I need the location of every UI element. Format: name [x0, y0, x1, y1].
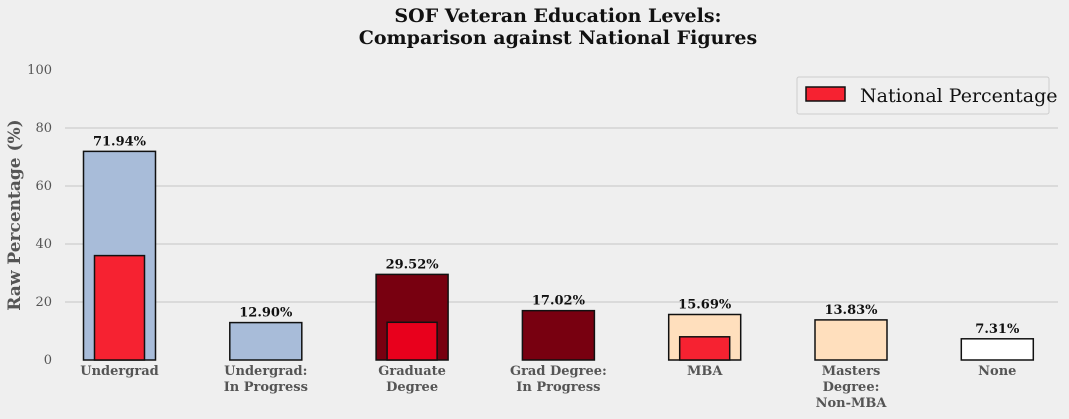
data-label: 13.83%	[824, 303, 878, 318]
y-tick-label: 40	[35, 237, 52, 252]
data-label: 17.02%	[532, 294, 586, 309]
x-tick-label: Masters	[822, 364, 881, 379]
legend-swatch	[805, 86, 846, 102]
y-axis-label: Raw Percentage (%)	[5, 119, 25, 310]
y-tick-label: 0	[44, 353, 52, 368]
bars: 71.94% 12.90% 29.52% 17.02% 15.69% 13.83% 7.31…	[82, 134, 1035, 361]
legend-label: National Percentage	[860, 85, 1058, 107]
x-tick-label: Graduate	[378, 364, 446, 379]
bar	[814, 319, 888, 361]
x-tick-label: None	[978, 364, 1016, 379]
chart-subtitle: Comparison against National Figures	[359, 27, 757, 49]
x-tick-label: Degree:	[823, 380, 880, 395]
x-tick-label: In Progress	[516, 380, 600, 395]
y-tick-label: 60	[35, 179, 52, 194]
legend: National Percentage	[796, 76, 1058, 115]
x-tick-label: Degree	[386, 380, 438, 395]
x-tick-labels: Undergrad Undergrad:In ProgressGraduateDe…	[80, 364, 1016, 411]
y-tick-label: 100	[27, 63, 52, 78]
y-tick-label: 20	[35, 295, 52, 310]
legend-box	[796, 76, 1050, 115]
data-label: 12.90%	[239, 306, 293, 321]
data-label: 7.31%	[975, 322, 1020, 337]
bar	[229, 321, 303, 361]
x-tick-label: Undergrad	[80, 364, 158, 379]
chart-title: SOF Veteran Education Levels:	[394, 5, 721, 27]
data-label: 29.52%	[386, 257, 440, 272]
bar	[521, 309, 596, 361]
national-bar	[386, 321, 438, 361]
x-tick-label: Grad Degree:	[510, 364, 607, 379]
national-bar	[678, 336, 731, 361]
data-label: 15.69%	[678, 297, 732, 312]
x-tick-label: Non-MBA	[816, 396, 888, 411]
data-label: 71.94%	[93, 134, 147, 149]
y-tick-label: 80	[35, 121, 52, 136]
national-bar	[93, 254, 146, 361]
gridlines	[65, 127, 1058, 303]
x-tick-label: Undergrad:	[224, 364, 307, 379]
bar	[960, 338, 1035, 361]
x-tick-label: MBA	[687, 364, 723, 379]
x-tick-label: In Progress	[224, 380, 308, 395]
y-ticks: 0 20 40 60 80 100	[27, 63, 52, 368]
